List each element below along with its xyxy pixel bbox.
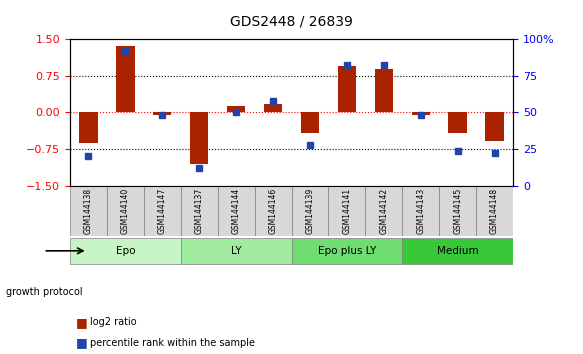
- Text: growth protocol: growth protocol: [6, 287, 82, 297]
- Text: GSM144141: GSM144141: [342, 188, 352, 234]
- Bar: [448, 112, 467, 133]
- FancyBboxPatch shape: [439, 186, 476, 236]
- Text: GSM144143: GSM144143: [416, 188, 425, 234]
- Text: ■: ■: [76, 316, 87, 329]
- FancyBboxPatch shape: [255, 186, 292, 236]
- Text: GDS2448 / 26839: GDS2448 / 26839: [230, 14, 353, 28]
- FancyBboxPatch shape: [328, 186, 366, 236]
- Text: Epo plus LY: Epo plus LY: [318, 246, 376, 256]
- FancyBboxPatch shape: [70, 238, 181, 264]
- FancyBboxPatch shape: [292, 238, 402, 264]
- FancyBboxPatch shape: [217, 186, 255, 236]
- Bar: [116, 46, 135, 112]
- FancyBboxPatch shape: [181, 186, 217, 236]
- Bar: [264, 104, 282, 112]
- FancyBboxPatch shape: [292, 186, 328, 236]
- FancyBboxPatch shape: [366, 186, 402, 236]
- Text: ■: ■: [76, 336, 87, 349]
- Bar: [153, 112, 171, 115]
- FancyBboxPatch shape: [402, 186, 439, 236]
- Bar: [79, 112, 97, 143]
- Text: GSM144139: GSM144139: [305, 188, 314, 234]
- Text: GSM144140: GSM144140: [121, 188, 130, 234]
- Text: log2 ratio: log2 ratio: [90, 317, 137, 327]
- Text: Medium: Medium: [437, 246, 479, 256]
- FancyBboxPatch shape: [70, 186, 107, 236]
- FancyBboxPatch shape: [181, 238, 292, 264]
- Text: GSM144144: GSM144144: [231, 188, 241, 234]
- Bar: [374, 69, 393, 112]
- FancyBboxPatch shape: [402, 238, 513, 264]
- Text: GSM144146: GSM144146: [269, 188, 278, 234]
- Text: percentile rank within the sample: percentile rank within the sample: [90, 338, 255, 348]
- Bar: [485, 112, 504, 141]
- Text: LY: LY: [231, 246, 241, 256]
- Bar: [412, 112, 430, 115]
- FancyBboxPatch shape: [476, 186, 513, 236]
- Bar: [227, 107, 245, 112]
- Bar: [338, 66, 356, 112]
- Text: GSM144147: GSM144147: [158, 188, 167, 234]
- FancyBboxPatch shape: [107, 186, 144, 236]
- Text: GSM144148: GSM144148: [490, 188, 499, 234]
- Text: GSM144138: GSM144138: [84, 188, 93, 234]
- Bar: [301, 112, 319, 133]
- Text: GSM144142: GSM144142: [380, 188, 388, 234]
- Text: GSM144137: GSM144137: [195, 188, 203, 234]
- Bar: [190, 112, 209, 164]
- Text: GSM144145: GSM144145: [453, 188, 462, 234]
- Text: Epo: Epo: [115, 246, 135, 256]
- FancyBboxPatch shape: [144, 186, 181, 236]
